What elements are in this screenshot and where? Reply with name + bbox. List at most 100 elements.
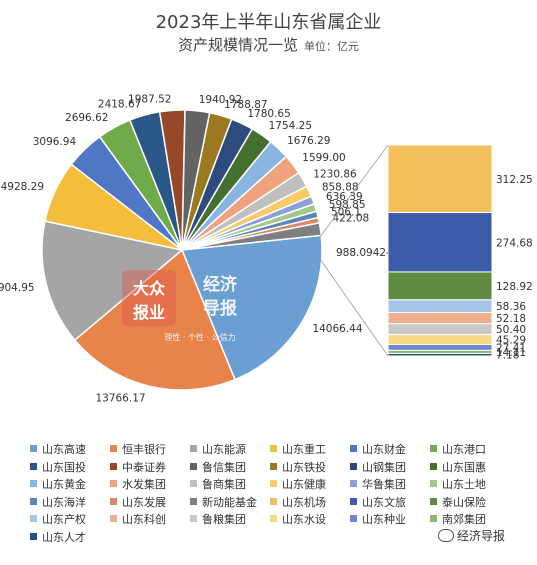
legend-label: 山东发展 <box>122 495 166 509</box>
legend-swatch <box>30 480 37 487</box>
bar-label-8: 27.41 <box>496 342 526 354</box>
wechat-icon <box>438 529 454 542</box>
legend-label: 山东产权 <box>42 513 86 526</box>
legend-swatch <box>350 497 357 505</box>
bar-segment-7 <box>387 334 493 345</box>
bar-segment-6 <box>387 323 493 336</box>
legend-label: 山东国投 <box>42 460 86 474</box>
legend-item-15: 鲁商集团 <box>190 478 246 492</box>
pie-label-12: 1754.25 <box>269 120 312 132</box>
wm-slogan: 理性 · 个性 · 公信力 <box>164 332 235 342</box>
pie-labels-group: 14066.44 13766.17 9904.95 4928.29 3096.94 269… <box>0 93 399 404</box>
legend-swatch <box>190 515 197 522</box>
legend-item-12: 山东国惠 <box>430 461 486 475</box>
legend-swatch <box>270 462 277 470</box>
bar-label-7: 45.29 <box>496 335 526 347</box>
legend-swatch <box>430 515 437 522</box>
bar-label-5: 52.18 <box>496 313 526 325</box>
legend-item-31: 山东人才 <box>30 531 86 545</box>
legend-item-25: 山东产权 <box>30 513 86 527</box>
wm-title-top: 经济 <box>203 274 238 295</box>
chart-title: 2023年上半年山东省属企业 <box>0 8 537 34</box>
pie-slice-1 <box>180 234 323 381</box>
bar-segment-5 <box>387 311 493 325</box>
legend-item-13: 山东黄金 <box>30 478 86 492</box>
legend-label: 山东健康 <box>282 478 326 491</box>
legend-item-6: 山东港口 <box>430 443 486 457</box>
legend-label: 山东黄金 <box>42 478 86 491</box>
legend-label: 华鲁集团 <box>362 478 406 491</box>
legend-item-1: 山东高速 <box>30 443 86 457</box>
legend-item-26: 山东科创 <box>110 513 166 527</box>
bar-of-pie-group <box>387 144 493 357</box>
legend-label: 鲁信集团 <box>202 460 246 474</box>
legend-item-2: 恒丰银行 <box>110 443 166 457</box>
pie-label-16: 858.88 <box>322 181 359 193</box>
pie-label-18: 598.85 <box>329 199 366 211</box>
legend-swatch <box>190 445 197 452</box>
pie-group <box>41 109 323 391</box>
pie-slice-3 <box>41 220 184 342</box>
legend-swatch <box>350 480 357 487</box>
legend-swatch <box>110 462 117 470</box>
legend-label: 山东海洋 <box>42 495 86 509</box>
legend-item-5: 山东财金 <box>350 443 406 457</box>
legend-label: 山东土地 <box>442 478 486 491</box>
legend-item-27: 鲁粮集团 <box>190 513 246 527</box>
legend-swatch <box>110 497 117 505</box>
legend-swatch <box>270 445 277 452</box>
legend-label: 恒丰银行 <box>122 443 166 456</box>
legend-label: 山东人才 <box>42 530 86 544</box>
pie-label-17: 636.39 <box>326 191 363 203</box>
pie-label-2: 13766.17 <box>95 393 145 405</box>
legend-swatch <box>430 462 437 470</box>
bar-label-10: 7.18 <box>496 350 519 362</box>
legend-label: 南郊集团 <box>442 513 486 526</box>
legend-swatch <box>350 462 357 470</box>
unit-label: 单位：亿元 <box>304 40 359 53</box>
legend-swatch <box>190 497 197 505</box>
legend-item-22: 山东机场 <box>270 496 326 510</box>
legend-label: 山东机场 <box>282 495 326 509</box>
pie-label-11: 1780.65 <box>247 108 290 120</box>
bar-label-3: 128.92 <box>496 281 533 293</box>
footer-logo: 经济导报 <box>438 527 505 544</box>
bar-segment-3 <box>387 271 493 301</box>
legend-label: 山东港口 <box>442 443 486 456</box>
legend-label: 山东重工 <box>282 443 326 456</box>
connector-lines <box>318 144 389 357</box>
legend-swatch <box>270 515 277 522</box>
legend-item-29: 山东种业 <box>350 513 406 527</box>
legend-item-10: 山东铁投 <box>270 461 326 475</box>
legend-label: 鲁粮集团 <box>202 513 246 526</box>
legend-item-4: 山东重工 <box>270 443 326 457</box>
watermark-logo: 大众 报业 经济 导报 理性 · 个性 · 公信力 <box>120 268 300 352</box>
legend-label: 山东国惠 <box>442 460 486 474</box>
bar-label-4: 58.36 <box>496 301 526 313</box>
bar-segment-4 <box>387 299 493 313</box>
legend-label: 新动能基金 <box>202 495 257 509</box>
pie-chart-svg: 14066.44 13766.17 9904.95 4928.29 3096.94 269… <box>0 93 533 404</box>
legend-label: 山钢集团 <box>362 460 406 474</box>
legend-item-7: 山东国投 <box>30 461 86 475</box>
legend-label: 山东高速 <box>42 443 86 456</box>
legend-swatch <box>110 480 117 487</box>
pie-label-13: 1676.29 <box>287 135 330 147</box>
bar-segment-10 <box>387 352 493 357</box>
legend-swatch <box>30 497 37 505</box>
pie-label-1: 14066.44 <box>312 323 362 335</box>
legend-swatch <box>430 445 437 452</box>
pie-label-15: 1230.86 <box>313 168 357 180</box>
pie-label-19: 506.1 <box>331 206 361 218</box>
footer-brand-text: 经济导报 <box>457 529 506 543</box>
legend-label: 山东水设 <box>282 513 326 526</box>
legend-item-11: 山钢集团 <box>350 461 406 475</box>
legend-label: 水发集团 <box>122 478 166 491</box>
pie-label-9: 1940.92 <box>199 94 242 106</box>
wm-title-bottom: 导报 <box>203 298 237 319</box>
legend-item-19: 山东海洋 <box>30 496 86 510</box>
legend-swatch <box>350 445 357 452</box>
bar-segment-2 <box>387 212 493 273</box>
legend-label: 山东种业 <box>362 513 406 526</box>
